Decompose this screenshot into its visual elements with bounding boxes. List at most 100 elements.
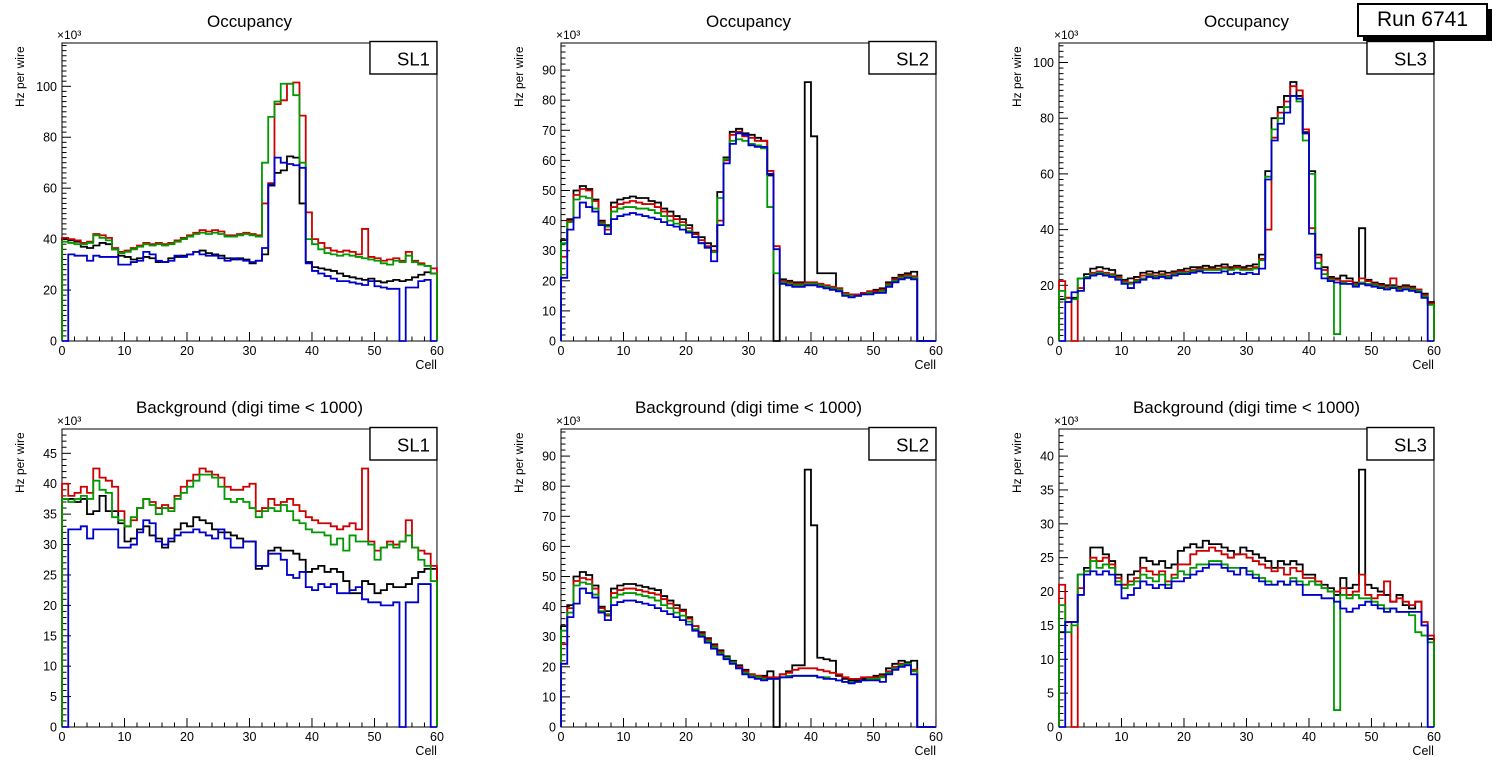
series-black-path <box>1058 81 1436 341</box>
x-axis-title: Cell <box>914 358 936 372</box>
series-blue-path <box>1059 563 1435 728</box>
x-axis-tick-label: 30 <box>243 344 257 358</box>
y-axis-tick-label: 30 <box>43 538 57 552</box>
x-axis-tick-label: 60 <box>929 344 943 358</box>
x-axis-tick-label: 60 <box>1427 344 1441 358</box>
y-axis-tick-label: 40 <box>1040 450 1054 464</box>
x-axis-tick-label: 40 <box>1302 344 1316 358</box>
x-axis-title: Cell <box>1413 358 1435 372</box>
x-axis-tick-label: 20 <box>679 730 693 744</box>
x-axis-tick-label: 60 <box>929 730 943 744</box>
x-axis-tick-label: 50 <box>866 730 880 744</box>
background-sl3-svg: 0 10 20 30 40 50 60 0 5 10 15 20 25 30 35 40 Background … <box>1010 398 1441 758</box>
x-axis-tick-label: 0 <box>59 730 66 744</box>
y-axis-tick-label: 10 <box>43 660 57 674</box>
y-axis-tick-label: 80 <box>43 131 57 145</box>
plot-frame <box>61 428 438 728</box>
y-axis-tick-label: 10 <box>542 304 556 318</box>
corner-label-box <box>867 40 937 75</box>
pad-background-sl2: 0 10 20 30 40 50 60 0 10 20 30 40 50 60 70 80 90 Backgrou… <box>499 386 998 772</box>
corner-label-box <box>867 426 937 461</box>
y-axis-tick-label: 80 <box>1040 112 1054 126</box>
series-green-path <box>61 473 438 727</box>
x-axis-tick-label: 20 <box>180 730 194 744</box>
y-axis-multiplier: ×10³ <box>556 414 580 428</box>
x-axis-tick-label: 20 <box>180 344 194 358</box>
run-number-box: Run 6741 <box>1357 3 1488 37</box>
y-axis-tick-label: 5 <box>1047 687 1054 701</box>
series-blue-path <box>1059 95 1435 342</box>
y-axis-title: Hz per wire <box>13 432 27 493</box>
y-axis-tick-label: 5 <box>50 690 57 704</box>
y-axis-tick-label: 40 <box>542 214 556 228</box>
x-axis-tick-label: 40 <box>804 344 818 358</box>
x-axis-tick-label: 60 <box>1427 730 1441 744</box>
y-axis-tick-label: 100 <box>1033 56 1054 70</box>
plot-frame <box>1058 42 1435 342</box>
y-axis-tick-label: 90 <box>542 64 556 78</box>
run-number-label: Run 6741 <box>1376 8 1469 31</box>
y-axis-tick-label: 35 <box>1040 483 1054 497</box>
x-axis-tick-label: 10 <box>1115 730 1129 744</box>
x-axis-tick-label: 50 <box>1365 730 1379 744</box>
x-axis-tick-label: 50 <box>866 344 880 358</box>
pad-background-sl1: 0 10 20 30 40 50 60 0 5 10 15 20 25 30 35 40 45 Backgroun… <box>0 386 499 772</box>
y-axis-multiplier: ×10³ <box>1054 28 1078 42</box>
y-axis-multiplier: ×10³ <box>1054 414 1078 428</box>
background-sl1-svg: 0 10 20 30 40 50 60 0 5 10 15 20 25 30 35 40 45 Backgroun… <box>13 398 444 758</box>
x-axis-tick-label: 20 <box>679 344 693 358</box>
series-red-path <box>1058 546 1436 728</box>
corner-label: SL3 <box>1394 48 1427 69</box>
y-axis-tick-label: 60 <box>542 540 556 554</box>
y-axis-tick-label: 30 <box>1040 517 1054 531</box>
series-red-path <box>1058 85 1436 342</box>
y-axis-tick-label: 40 <box>43 477 57 491</box>
x-axis-tick-label: 30 <box>1240 344 1254 358</box>
chart-title: Background (digi time < 1000) <box>136 398 363 417</box>
x-axis-title: Cell <box>914 744 936 758</box>
y-axis-tick-label: 60 <box>43 182 57 196</box>
x-axis-tick-label: 30 <box>243 730 257 744</box>
y-axis-tick-label: 0 <box>50 720 57 734</box>
corner-label: SL1 <box>397 434 430 455</box>
y-axis-tick-label: 15 <box>1040 619 1054 633</box>
x-axis-tick-label: 50 <box>368 344 382 358</box>
y-axis-tick-label: 50 <box>542 570 556 584</box>
x-axis-tick-label: 10 <box>118 730 132 744</box>
y-axis-tick-label: 0 <box>1047 720 1054 734</box>
x-axis-tick-label: 30 <box>1240 730 1254 744</box>
y-axis-tick-label: 80 <box>542 94 556 108</box>
y-axis-tick-label: 30 <box>542 244 556 258</box>
corner-label-box <box>369 40 438 75</box>
series-blue-path <box>61 519 437 728</box>
x-axis-tick-label: 30 <box>741 344 755 358</box>
x-axis-tick-label: 10 <box>118 344 132 358</box>
y-axis-tick-label: 70 <box>542 510 556 524</box>
series-blue-path <box>559 587 936 728</box>
x-axis-tick-label: 30 <box>741 730 755 744</box>
x-axis-title: Cell <box>415 358 437 372</box>
y-axis-tick-label: 70 <box>542 124 556 138</box>
series-green-path <box>1058 95 1436 341</box>
y-axis-tick-label: 60 <box>542 154 556 168</box>
chart-title: Occupancy <box>207 12 292 31</box>
y-axis-multiplier: ×10³ <box>556 28 580 42</box>
x-axis-tick-label: 60 <box>430 344 444 358</box>
x-axis-title: Cell <box>1413 744 1435 758</box>
y-axis-tick-label: 40 <box>1040 223 1054 237</box>
x-axis-tick-label: 10 <box>616 730 630 744</box>
occupancy-sl2-svg: 0 10 20 30 40 50 60 0 10 20 30 40 50 60 70 80 90 Occupanc… <box>512 12 943 372</box>
y-axis-tick-label: 20 <box>542 660 556 674</box>
y-axis-tick-label: 60 <box>1040 167 1054 181</box>
series-green-path <box>1058 560 1436 727</box>
x-axis-tick-label: 40 <box>1302 730 1316 744</box>
y-axis-multiplier: ×10³ <box>57 414 81 428</box>
y-axis-tick-label: 25 <box>43 568 57 582</box>
y-axis-tick-label: 20 <box>542 274 556 288</box>
plot-frame <box>560 42 937 342</box>
chart-title: Background (digi time < 1000) <box>635 398 862 417</box>
series-red-path <box>559 577 936 728</box>
x-axis-tick-label: 0 <box>1056 344 1063 358</box>
y-axis-tick-label: 90 <box>542 450 556 464</box>
